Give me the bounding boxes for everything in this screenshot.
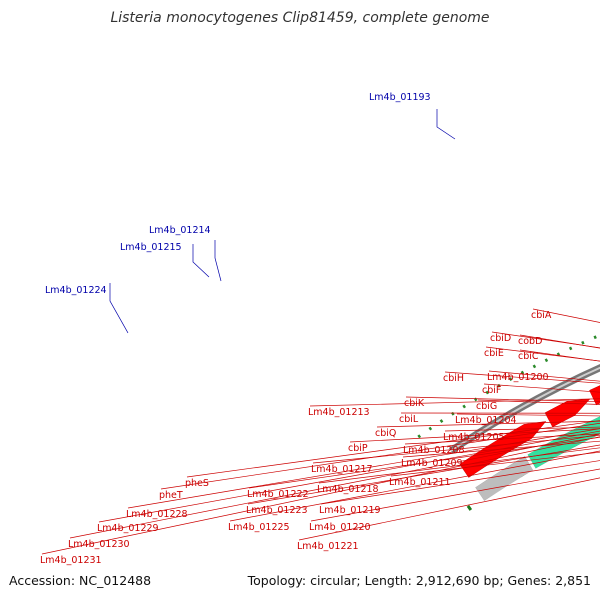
backbone-outer — [448, 364, 600, 454]
inner-tick — [466, 505, 473, 511]
minor-tick — [428, 426, 433, 431]
label-leader — [69, 433, 600, 539]
gene-label: cbiL — [399, 414, 419, 425]
accession-text: Accession: NC_012488 — [9, 573, 152, 588]
minor-tick — [520, 370, 525, 375]
minor-tick — [544, 358, 549, 363]
label-leader — [400, 412, 600, 414]
minor-tick — [593, 335, 597, 340]
top-label-leader — [192, 244, 210, 278]
gene-label: Lm4b_01215 — [120, 242, 182, 253]
gene-label: cbiA — [531, 310, 552, 321]
forward-gene-arrow — [589, 385, 600, 406]
label-leader — [98, 430, 600, 523]
minor-tick — [568, 346, 573, 351]
gene-label: cbiD — [490, 333, 511, 344]
minor-tick — [581, 340, 585, 345]
backbone-highlight — [450, 366, 600, 452]
gene-label: Lm4b_01193 — [369, 92, 431, 103]
label-leader — [402, 440, 600, 458]
gene-block — [475, 455, 534, 502]
topology-summary: Topology: circular; Length: 2,912,690 bp… — [247, 573, 591, 588]
gene-label: Lm4b_01231 — [40, 555, 102, 566]
gene-label: Lm4b_01225 — [228, 522, 290, 533]
gene-label: cbiH — [443, 373, 464, 384]
label-leader — [309, 398, 600, 407]
gene-label: Lm4b_01204 — [455, 415, 517, 426]
label-leader — [229, 450, 600, 522]
gene-label: Lm4b_01208 — [403, 445, 465, 456]
gene-label: Lm4b_01221 — [297, 541, 359, 552]
label-leader — [127, 428, 600, 509]
gene-label: pheT — [159, 490, 183, 501]
label-leader — [186, 420, 600, 478]
gene-label: Lm4b_01222 — [247, 489, 309, 500]
label-leaders — [41, 109, 600, 555]
gene-label: Lm4b_01217 — [311, 464, 373, 475]
backbone-track — [448, 364, 600, 454]
gene-label: cbiE — [484, 348, 504, 359]
label-leader — [248, 436, 600, 489]
gene-labels: cbiA cobD cbiC cbiD cbiE Lm4b_01200 cbiF cbiH cb… — [40, 92, 552, 566]
gene-label: Lm4b_01205 — [443, 432, 505, 443]
minor-tick — [417, 434, 422, 439]
gene-label: cobD — [518, 336, 542, 347]
gene-label: Lm4b_01228 — [126, 509, 188, 520]
minor-tick — [508, 377, 513, 382]
gene-label: Lm4b_01211 — [389, 477, 451, 488]
gene-label: cbiP — [348, 443, 368, 454]
label-leader — [405, 396, 600, 403]
label-leader — [444, 426, 600, 432]
forward-gene-arrow — [459, 421, 547, 478]
gene-label: Lm4b_01214 — [149, 225, 211, 236]
gene-label: cbiQ — [375, 428, 396, 439]
gene-label: Lm4b_01230 — [68, 539, 130, 550]
gene-label: Lm4b_01213 — [308, 407, 370, 418]
label-leader — [160, 422, 600, 490]
gene-label: Lm4b_01229 — [97, 523, 159, 534]
gene-label: Lm4b_01200 — [487, 372, 549, 383]
gene-label: Lm4b_01219 — [319, 505, 381, 516]
label-leader — [390, 451, 600, 477]
minor-tick — [462, 404, 466, 409]
gene-label: cbiC — [518, 351, 539, 362]
label-leader — [376, 420, 600, 428]
gene-label: Lm4b_01218 — [317, 484, 379, 495]
label-leader — [312, 434, 600, 464]
gene-label: Lm4b_01209 — [401, 458, 463, 469]
gene-label: Lm4b_01224 — [45, 285, 107, 296]
gene-label: Lm4b_01223 — [246, 505, 308, 516]
gene-label: cbiG — [476, 401, 497, 412]
gene-label: cbiF — [482, 385, 501, 396]
minor-tick — [439, 419, 444, 424]
label-leader — [310, 468, 600, 522]
gene-label: cbiK — [404, 398, 425, 409]
minor-tick — [485, 390, 490, 395]
label-leader — [298, 477, 600, 541]
map-title: Listeria monocytogenes Clip81459, comple… — [110, 10, 490, 26]
label-leader — [41, 436, 600, 555]
label-leader — [320, 460, 600, 505]
gene-label: pheS — [185, 478, 209, 489]
top-label-leader — [436, 109, 456, 140]
minor-tick — [532, 364, 537, 369]
gene-label: Lm4b_01220 — [309, 522, 371, 533]
top-label-leader — [109, 283, 129, 334]
top-label-leader — [214, 240, 222, 282]
label-leader — [247, 444, 600, 505]
